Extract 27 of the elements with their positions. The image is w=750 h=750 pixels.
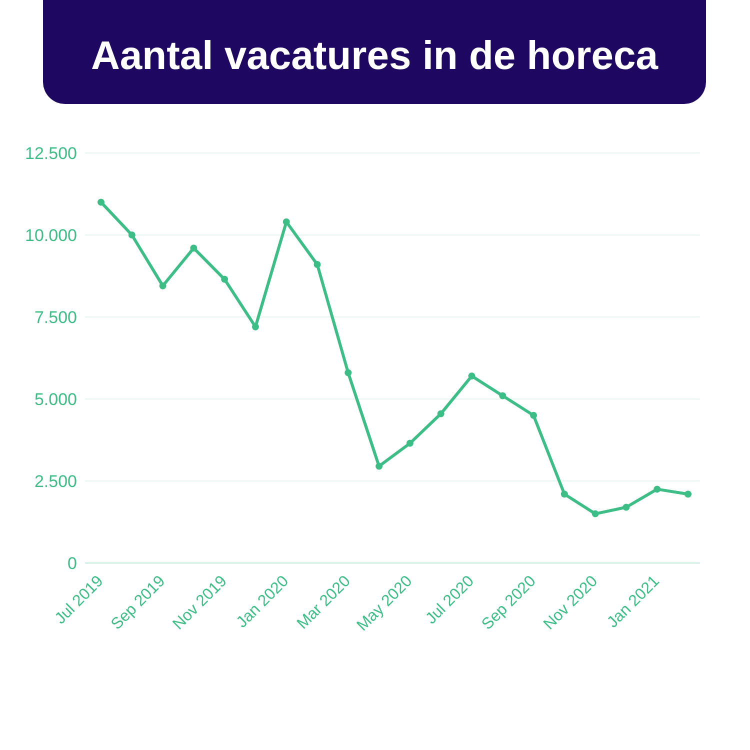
point bbox=[190, 244, 198, 252]
point bbox=[468, 372, 476, 380]
point bbox=[437, 410, 444, 418]
point bbox=[622, 504, 630, 511]
y-tick-label: 0 bbox=[68, 554, 77, 574]
chart-title: Aantal vacatures in de horeca bbox=[91, 34, 658, 78]
point bbox=[560, 490, 568, 498]
y-tick-label: 5.000 bbox=[34, 390, 77, 410]
point bbox=[376, 462, 383, 470]
point bbox=[654, 486, 661, 493]
point bbox=[344, 369, 352, 376]
y-tick-label: 7.500 bbox=[34, 308, 77, 328]
point bbox=[282, 218, 290, 226]
point bbox=[406, 440, 414, 447]
point bbox=[592, 510, 599, 518]
point bbox=[530, 412, 538, 419]
y-tick-label: 10.000 bbox=[25, 226, 77, 246]
y-tick-label: 2.500 bbox=[34, 472, 77, 492]
point bbox=[252, 323, 259, 330]
point bbox=[159, 282, 166, 290]
point bbox=[98, 198, 104, 206]
point bbox=[499, 392, 506, 400]
point bbox=[221, 276, 228, 283]
point bbox=[684, 490, 692, 498]
point bbox=[128, 232, 136, 238]
y-tick-label: 12.500 bbox=[25, 144, 77, 164]
point bbox=[314, 261, 321, 268]
